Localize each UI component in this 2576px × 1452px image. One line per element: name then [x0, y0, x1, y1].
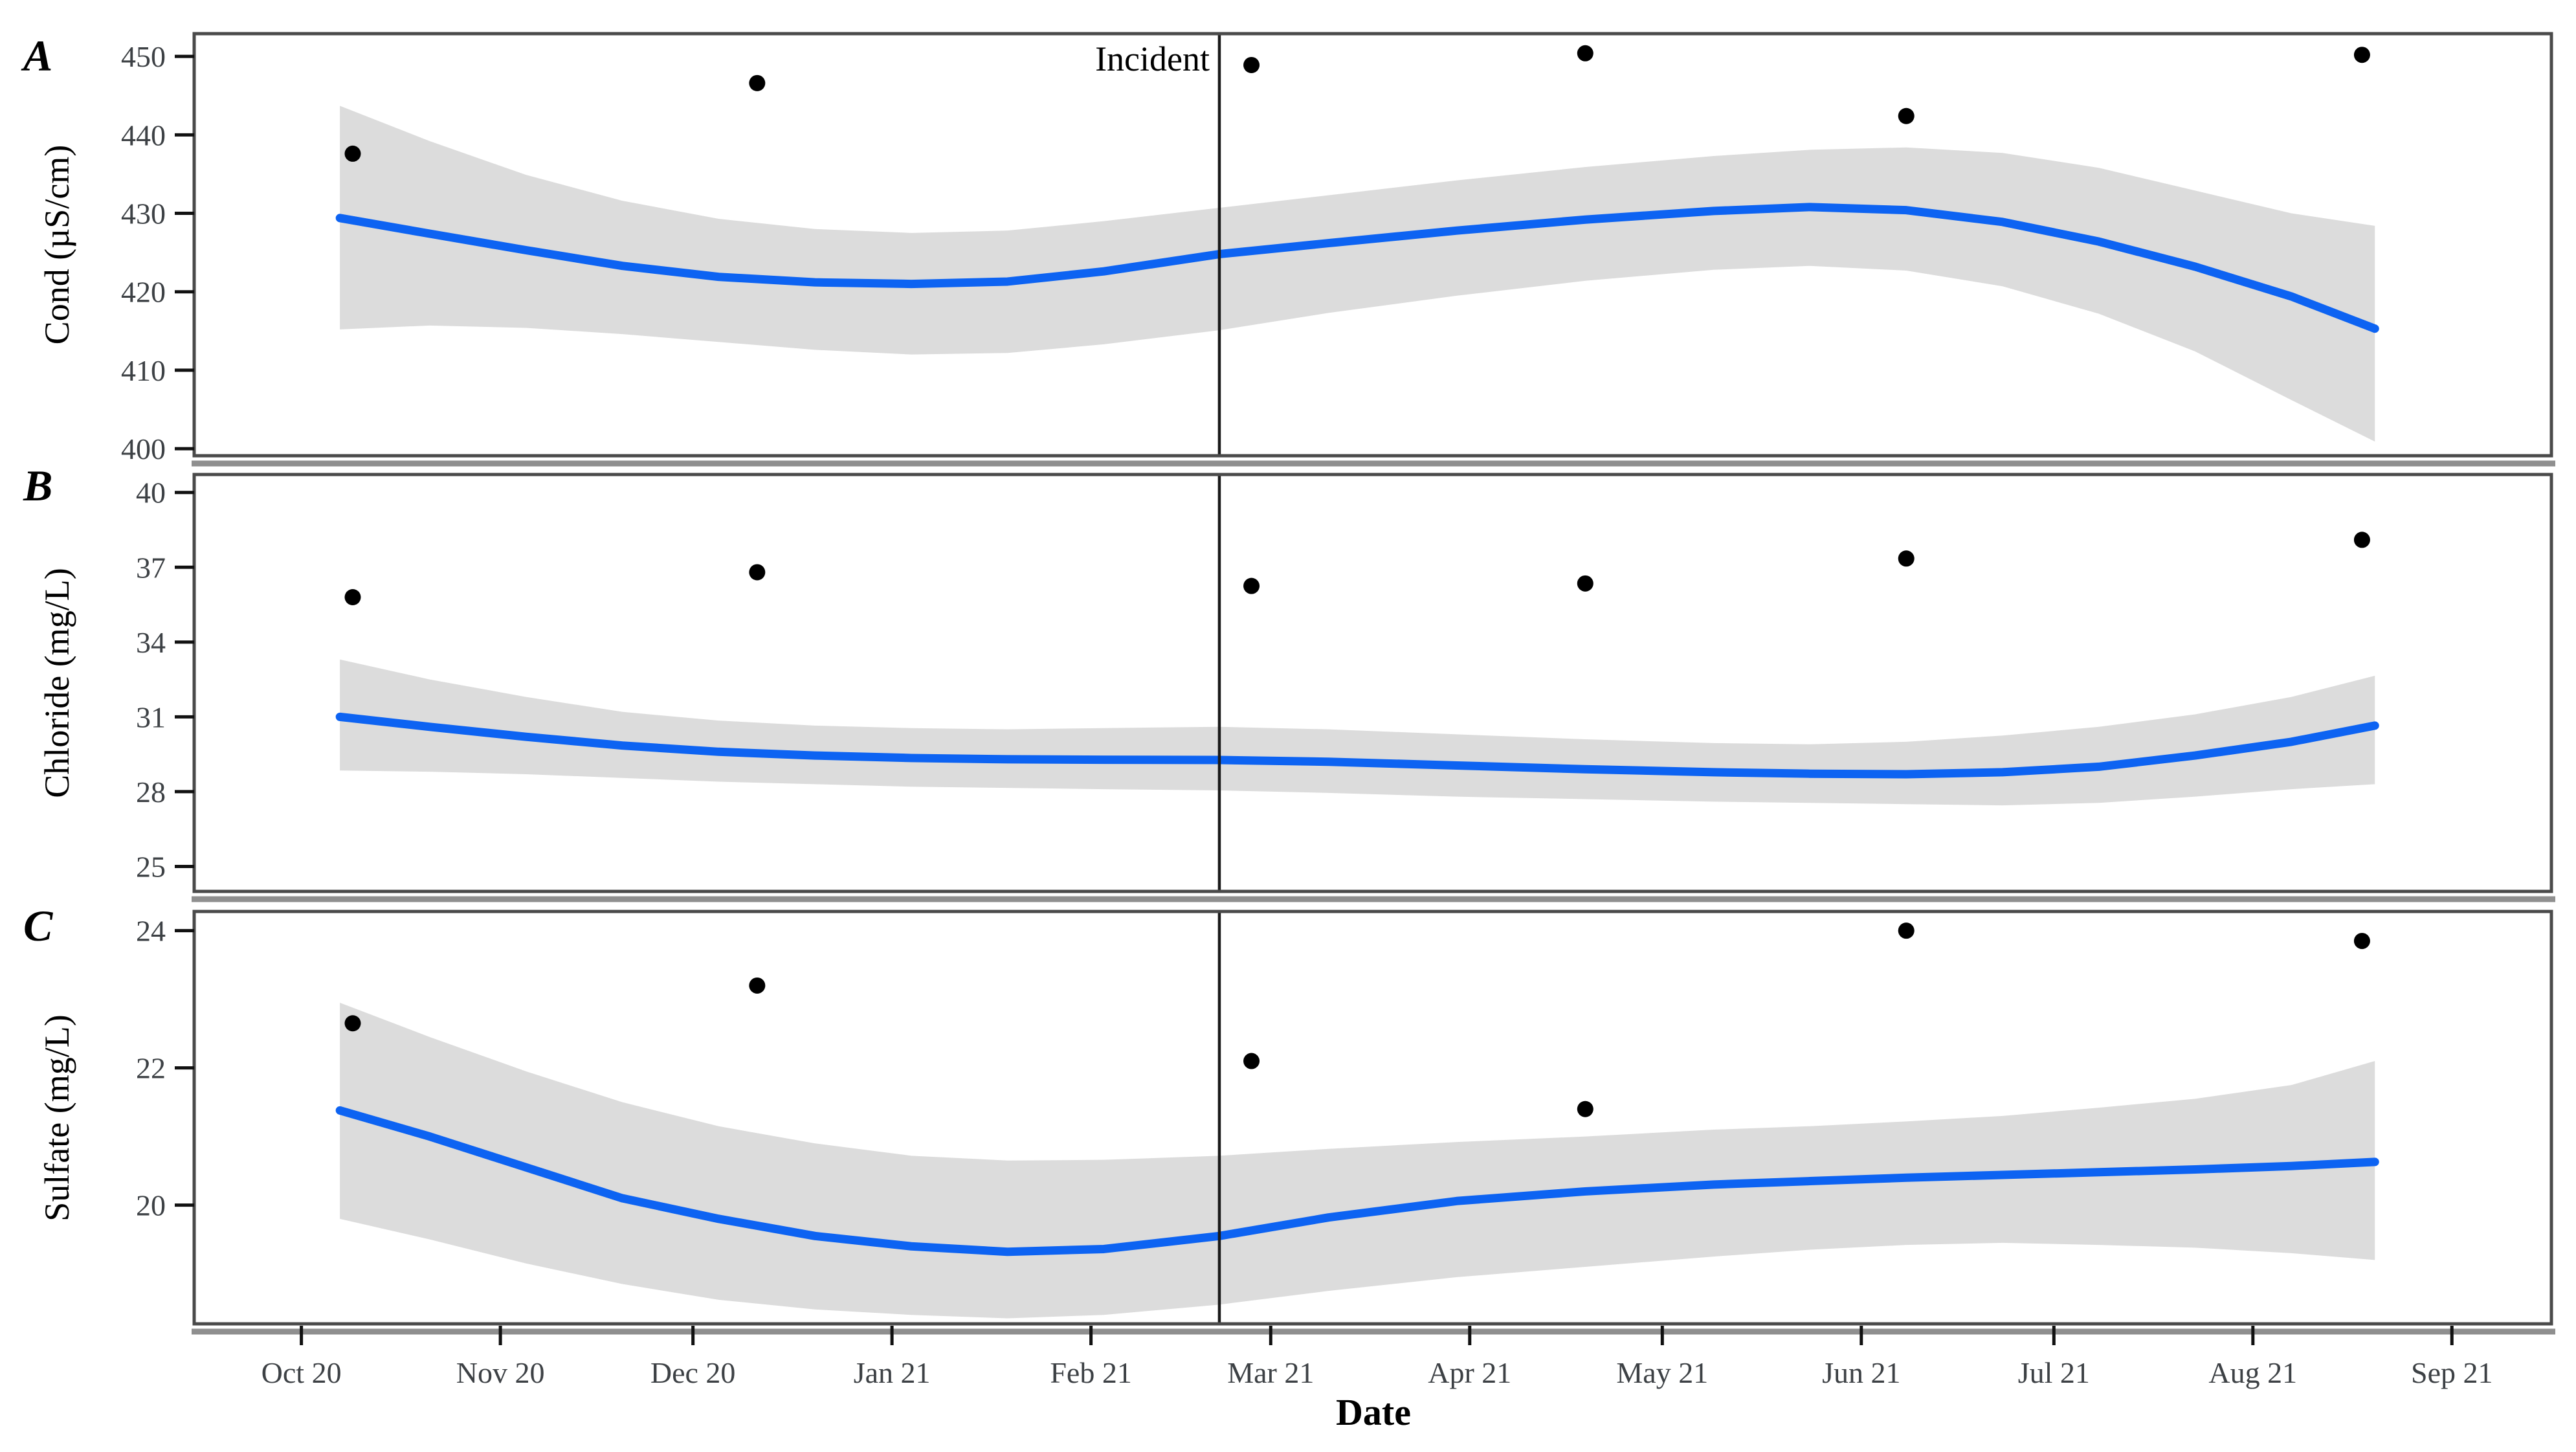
panel-a-data-point [1243, 56, 1260, 73]
x-axis-tick-label: May 21 [1616, 1356, 1708, 1389]
x-axis-tick-label: Mar 21 [1227, 1356, 1314, 1389]
panel-a-y-tick-label: 430 [121, 197, 166, 230]
panel-a-ci-band [340, 106, 2375, 442]
panel-c-y-tick-label: 24 [136, 915, 166, 948]
panel-c-y-tick-label: 22 [136, 1052, 166, 1085]
panel-a-y-tick-label: 450 [121, 40, 166, 73]
panel-b-data-point [2353, 531, 2370, 548]
panel-a-y-tick-label: 440 [121, 118, 166, 151]
x-axis-tick-label: Feb 21 [1050, 1356, 1132, 1389]
panel-b-y-tick-label: 37 [136, 551, 166, 584]
y-axis-title-sulfate: Sulfate (mg/L) [38, 1014, 76, 1222]
panel-c-data-point [1898, 922, 1915, 939]
panel-b-y-tick-label: 28 [136, 776, 166, 809]
x-axis-tick-label: Oct 20 [261, 1356, 342, 1389]
panel-c-letter: C [23, 901, 53, 950]
x-axis-tick-label: Jun 21 [1822, 1356, 1900, 1389]
panel-c-ci-band [340, 1002, 2375, 1319]
panel-a-smooth-line [335, 203, 2379, 333]
panel-b-letter: B [23, 461, 53, 510]
panel-a-data-point [1898, 107, 1915, 124]
panel-b-data-point [344, 589, 361, 606]
x-axis-tick-label: Aug 21 [2208, 1356, 2297, 1389]
panel-c-y-tick-label: 20 [136, 1189, 166, 1222]
panel-c-data-point [1577, 1100, 1593, 1117]
x-axis-tick-label: Jul 21 [2018, 1356, 2090, 1389]
panel-b-smooth-line [335, 712, 2379, 779]
y-axis-title-chloride: Chloride (mg/L) [38, 568, 76, 798]
y-axis-title-cond: Cond (µS/cm) [38, 144, 76, 345]
panel-c-data-point [2353, 933, 2370, 950]
x-axis-tick-label: Apr 21 [1428, 1356, 1511, 1389]
panel-b-y-tick-label: 31 [136, 700, 166, 733]
x-axis-tick-label: Nov 20 [456, 1356, 545, 1389]
panel-a-data-point [749, 74, 766, 91]
panel-b-y-tick-label: 40 [136, 476, 166, 509]
panel-b-data-point [1243, 577, 1260, 594]
x-axis-tick-label: Sep 21 [2411, 1356, 2493, 1389]
panel-a-data-point [1577, 45, 1593, 61]
panel-c-smooth-line [335, 1106, 2379, 1257]
panel-c-data-point [344, 1015, 361, 1032]
panel-a-letter: A [23, 31, 53, 80]
panel-a-data-point [2353, 47, 2370, 63]
x-axis-tick-label: Dec 20 [650, 1356, 736, 1389]
panel-b-y-tick-label: 34 [136, 626, 166, 659]
panel-b-border [192, 473, 2553, 893]
panel-a-y-tick-label: 400 [121, 432, 166, 465]
x-axis-title: Date [1336, 1391, 1411, 1433]
panel-a-y-tick-label: 410 [121, 354, 166, 387]
panel-a-y-tick-label: 420 [121, 276, 166, 309]
panel-b-data-point [1577, 575, 1593, 592]
panel-b-ci-band [340, 659, 2375, 806]
panel-b-y-tick-label: 25 [136, 850, 166, 883]
panel-c-border [192, 910, 2553, 1326]
panel-b-data-point [1898, 550, 1915, 567]
panel-c-data-point [1243, 1053, 1260, 1069]
panel-a-data-point [344, 145, 361, 162]
panel-a-border [192, 32, 2553, 458]
panel-b-data-point [749, 564, 766, 581]
incident-annotation: Incident [1095, 39, 1210, 78]
panel-c-data-point [749, 977, 766, 994]
x-axis-tick-label: Jan 21 [854, 1356, 931, 1389]
